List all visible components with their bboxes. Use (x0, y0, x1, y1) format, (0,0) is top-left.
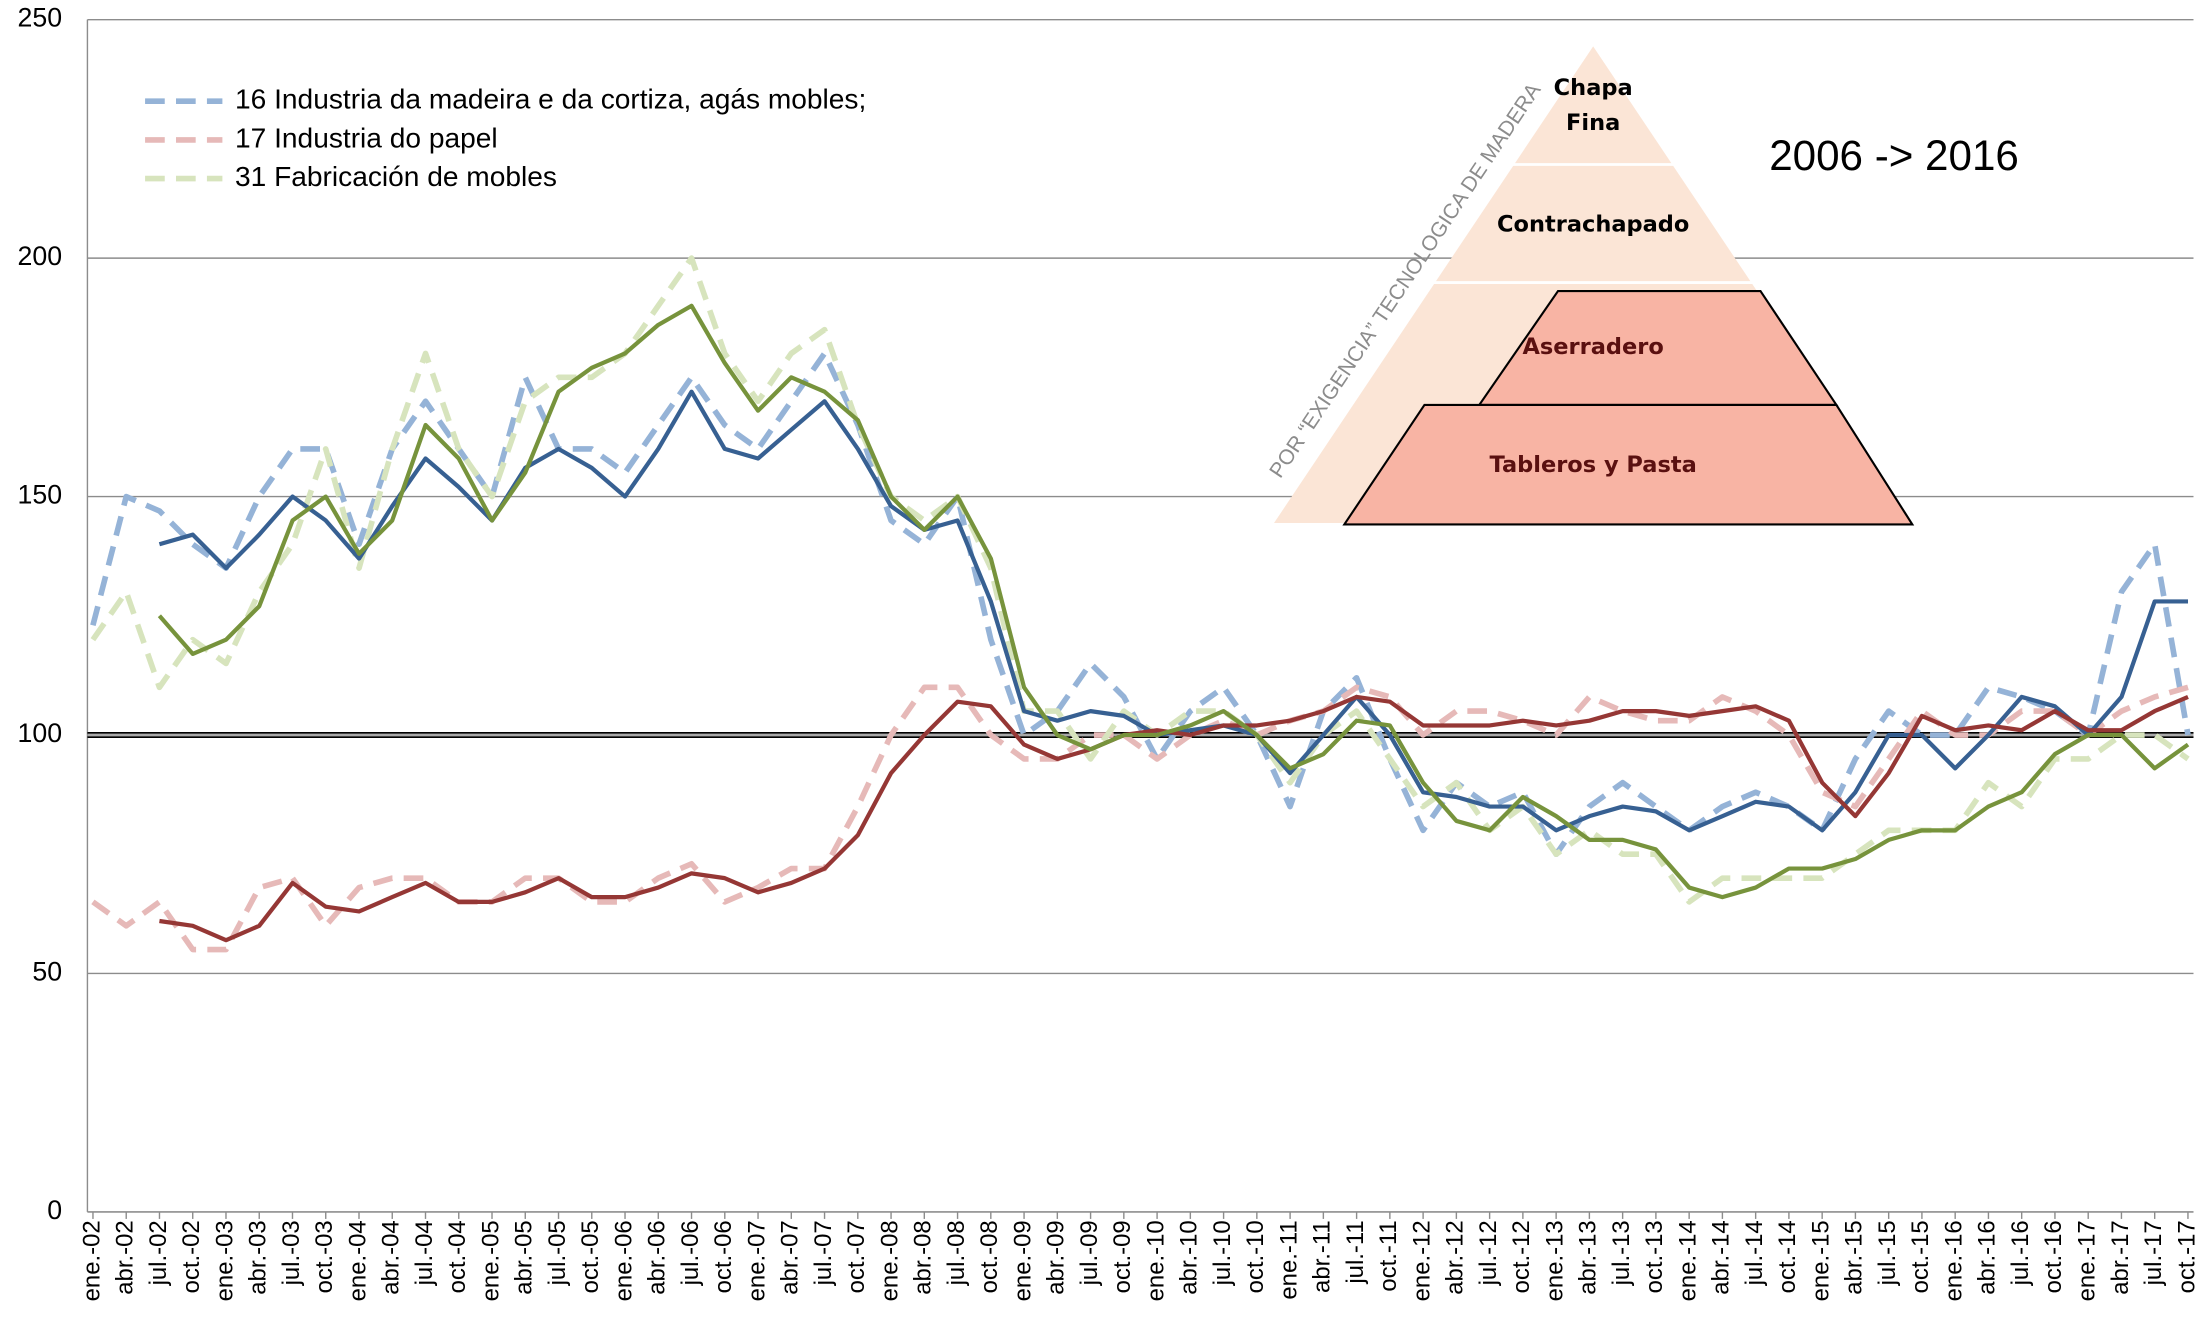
y-tick-label: 250 (18, 3, 63, 33)
x-tick-label: ene.-17 (2074, 1220, 2101, 1301)
x-tick-label: oct.-10 (1242, 1220, 1269, 1293)
series-line (90, 255, 2190, 905)
x-tick-label: ene.-12 (1408, 1220, 1435, 1301)
y-tick-label: 200 (18, 241, 63, 271)
x-tick-label: abr.-13 (1575, 1220, 1602, 1294)
x-tick-label: abr.-06 (644, 1220, 671, 1294)
x-tick-label: oct.-15 (1907, 1220, 1934, 1293)
y-tick-label: 0 (47, 1195, 62, 1225)
x-tick-label: jul.-15 (1874, 1220, 1901, 1286)
series-line (157, 303, 2190, 900)
x-tick-label: oct.-06 (710, 1220, 737, 1293)
x-tick-label: jul.-08 (943, 1220, 970, 1286)
x-tick-label: abr.-12 (1442, 1220, 1469, 1294)
x-tick-label: ene.-05 (477, 1220, 504, 1301)
x-tick-label: ene.-03 (211, 1220, 238, 1301)
x-tick-label: jul.-02 (145, 1220, 172, 1286)
x-tick-label: jul.-05 (544, 1220, 571, 1286)
x-tick-label: ene.-15 (1807, 1220, 1834, 1301)
legend-label: 17 Industria do papel (235, 122, 498, 153)
x-tick-label: abr.-14 (1708, 1220, 1735, 1294)
x-tick-label: jul.-17 (2140, 1220, 2167, 1286)
x-tick-label: oct.-09 (1109, 1220, 1136, 1293)
x-tick-label: jul.-16 (2007, 1220, 2034, 1286)
x-tick-label: jul.-13 (1608, 1220, 1635, 1286)
x-tick-label: jul.-11 (1342, 1220, 1369, 1284)
x-tick-label: oct.-04 (444, 1220, 471, 1293)
x-tick-label: abr.-02 (112, 1220, 139, 1294)
y-tick-label: 150 (18, 480, 63, 510)
pyramid-label: Contrachapado (1497, 211, 1689, 237)
x-tick-label: abr.-04 (378, 1220, 405, 1294)
x-tick-label: oct.-07 (843, 1220, 870, 1293)
y-tick-label: 100 (18, 718, 63, 748)
x-tick-label: jul.-12 (1475, 1220, 1502, 1286)
x-tick-label: jul.-04 (411, 1220, 438, 1286)
x-tick-label: abr.-17 (2107, 1220, 2134, 1294)
x-tick-label: jul.-10 (1209, 1220, 1236, 1286)
x-tick-label: ene.-09 (1009, 1220, 1036, 1301)
x-tick-label: ene.-10 (1142, 1220, 1169, 1301)
x-tick-label: ene.-13 (1541, 1220, 1568, 1301)
legend-label: 31 Fabricación de mobles (235, 161, 557, 192)
pyramid: Chapa Fina Contrachapado Aserradero Tabl… (1265, 46, 1915, 526)
series-line (90, 350, 2191, 858)
x-tick-label: jul.-06 (677, 1220, 704, 1286)
x-tick-label: oct.-14 (1774, 1220, 1801, 1293)
pyramid-label: Fina (1566, 110, 1620, 136)
x-tick-label: oct.-11 (1375, 1220, 1402, 1291)
x-tick-label: oct.-13 (1641, 1220, 1668, 1293)
x-tick-label: abr.-03 (245, 1220, 272, 1294)
x-tick-label: oct.-16 (2040, 1220, 2067, 1293)
x-tick-label: ene.-16 (1940, 1220, 1967, 1301)
x-tick-label: oct.-03 (311, 1220, 338, 1293)
x-tick-label: abr.-11 (1309, 1220, 1336, 1293)
x-tick-label: jul.-09 (1076, 1220, 1103, 1286)
x-tick-label: abr.-07 (777, 1220, 804, 1294)
x-tick-label: ene.-07 (743, 1220, 770, 1301)
x-tick-label: oct.-12 (1508, 1220, 1535, 1293)
x-tick-label: ene.-11 (1275, 1220, 1302, 1299)
y-tick-label: 50 (32, 957, 62, 987)
x-tick-label: ene.-02 (78, 1220, 105, 1301)
series-line (159, 694, 2189, 943)
pyramid-label: Aserradero (1523, 334, 1664, 360)
x-tick-label: jul.-03 (278, 1220, 305, 1286)
note: 2006 -> 2016 (1769, 132, 2019, 179)
pyramid-label: Chapa (1554, 75, 1633, 101)
x-tick-label: oct.-08 (976, 1220, 1003, 1293)
x-tick-label: abr.-15 (1841, 1220, 1868, 1294)
pyramid-level (1342, 403, 1915, 526)
x-tick-label: abr.-10 (1176, 1220, 1203, 1294)
x-tick-label: oct.-02 (178, 1220, 205, 1293)
legend-label: 16 Industria da madeira e da cortiza, ag… (235, 84, 866, 115)
x-tick-label: oct.-05 (577, 1220, 604, 1293)
x-tick-label: ene.-14 (1674, 1220, 1701, 1301)
x-tick-label: jul.-14 (1741, 1220, 1768, 1286)
x-tick-label: ene.-08 (876, 1220, 903, 1301)
x-tick-label: abr.-05 (511, 1220, 538, 1294)
x-tick-label: abr.-16 (1974, 1220, 2001, 1294)
x-tick-label: abr.-09 (1043, 1220, 1070, 1294)
x-tick-label: jul.-07 (810, 1220, 837, 1286)
x-tick-label: ene.-06 (610, 1220, 637, 1301)
pyramid-label: Tableros y Pasta (1490, 452, 1697, 478)
x-tick-label: abr.-08 (910, 1220, 937, 1294)
x-tick-label: ene.-04 (344, 1220, 371, 1301)
x-tick-label: oct.-17 (2173, 1220, 2200, 1293)
